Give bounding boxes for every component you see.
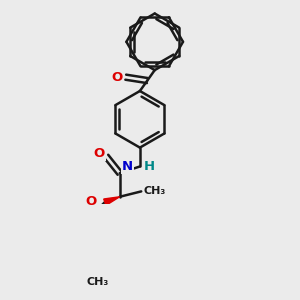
Text: CH₃: CH₃ bbox=[143, 186, 166, 197]
Text: CH₃: CH₃ bbox=[87, 278, 109, 287]
Text: O: O bbox=[94, 147, 105, 160]
Text: O: O bbox=[85, 195, 97, 208]
Text: N: N bbox=[122, 160, 133, 173]
Text: O: O bbox=[112, 71, 123, 84]
Text: H: H bbox=[143, 160, 155, 173]
Polygon shape bbox=[104, 197, 120, 205]
